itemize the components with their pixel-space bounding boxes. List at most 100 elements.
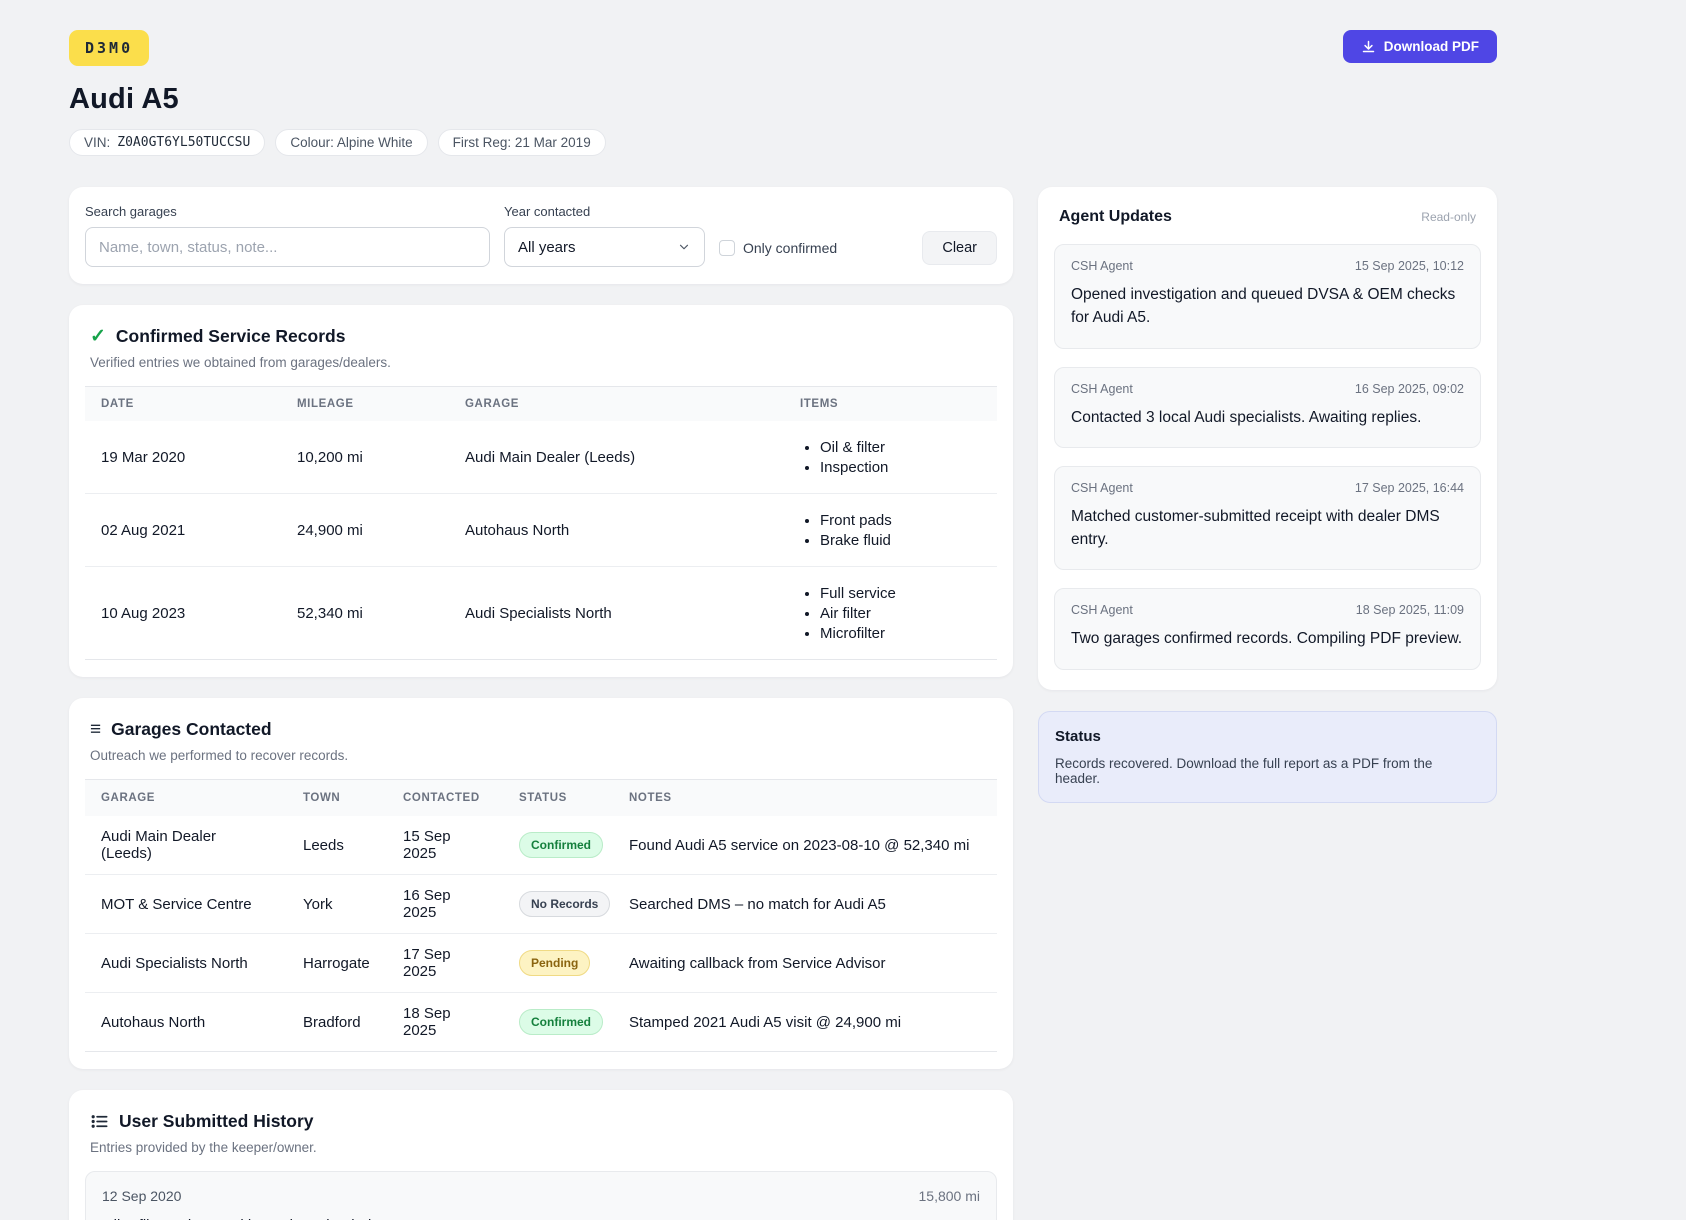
colour-chip: Colour: Alpine White <box>275 129 428 156</box>
update-timestamp: 15 Sep 2025, 10:12 <box>1354 259 1464 273</box>
year-select-value: All years <box>518 238 576 256</box>
agent-name: CSH Agent <box>1071 603 1133 618</box>
col-garage: Garage <box>101 792 156 804</box>
service-record-row: 19 Mar 2020 10,200 mi Audi Main Dealer (… <box>85 421 997 493</box>
sidebar: Agent Updates Read-only CSH Agent 15 Sep… <box>1038 187 1497 803</box>
record-date: 02 Aug 2021 <box>101 521 186 539</box>
only-confirmed-label: Only confirmed <box>743 240 838 256</box>
agent-name: CSH Agent <box>1071 381 1133 396</box>
chevron-down-icon <box>677 240 691 254</box>
garages-contacted-card: ≡ Garages Contacted Outreach we performe… <box>69 698 1013 1069</box>
confirmed-records-card: ✓ Confirmed Service Records Verified ent… <box>69 305 1013 677</box>
garage-row: MOT & Service Centre York 16 Sep 2025 No… <box>85 874 997 933</box>
record-garage: Audi Main Dealer (Leeds) <box>465 448 636 466</box>
update-timestamp: 17 Sep 2025, 16:44 <box>1354 480 1464 495</box>
garage-town: Leeds <box>303 836 344 854</box>
garages-header-row: Garage Town Contacted Status Notes <box>85 780 997 816</box>
status-badge: Pending <box>519 950 591 976</box>
update-text: Two garages confirmed records. Compiling… <box>1071 630 1463 648</box>
vehicle-chips: VIN: Z0A0GT6YL50TUCCSU Colour: Alpine Wh… <box>69 129 1497 156</box>
garage-notes: Stamped 2021 Audi A5 visit @ 24,900 mi <box>629 1013 902 1031</box>
demo-badge: D3M0 <box>69 30 150 66</box>
record-mileage: 10,200 mi <box>297 448 363 466</box>
update-text: Matched customer-submitted receipt with … <box>1071 507 1440 548</box>
records-header-row: Date Mileage Garage Items <box>85 387 997 421</box>
search-input[interactable] <box>85 227 490 267</box>
garage-contacted-date: 18 Sep 2025 <box>403 1005 451 1039</box>
entry-mileage: 15,800 mi <box>918 1188 980 1204</box>
garages-contacted-title: Garages Contacted <box>111 719 272 739</box>
service-record-row: 02 Aug 2021 24,900 mi Autohaus North Fro… <box>85 493 997 566</box>
garage-name: MOT & Service Centre <box>101 895 252 913</box>
year-select[interactable]: All years <box>504 227 705 267</box>
item-bullet: Oil & filter <box>820 437 981 457</box>
record-date: 10 Aug 2023 <box>101 604 186 622</box>
status-text: Records recovered. Download the full rep… <box>1055 755 1433 786</box>
garage-notes: Awaiting callback from Service Advisor <box>629 954 886 972</box>
item-bullet: Air filter <box>820 603 981 623</box>
item-bullet: Inspection <box>820 457 981 477</box>
status-badge: No Records <box>519 891 611 917</box>
user-history-title: User Submitted History <box>119 1111 314 1131</box>
confirmed-records-title: Confirmed Service Records <box>115 326 346 346</box>
col-garage: Garage <box>465 398 520 410</box>
search-garages-label: Search garages <box>85 204 177 219</box>
garage-town: Harrogate <box>303 954 370 972</box>
confirmed-records-table: Date Mileage Garage Items 19 Mar 2020 10… <box>85 386 997 660</box>
entry-note: Oil & filter at home with receipt upload… <box>102 1217 980 1220</box>
download-pdf-button[interactable]: Download PDF <box>1342 30 1497 63</box>
record-items: Full serviceAir filterMicrofilter <box>800 583 981 643</box>
main-column: Search garages Year contacted All years <box>69 187 1013 1220</box>
status-title: Status <box>1055 727 1101 745</box>
garage-notes: Found Audi A5 service on 2023-08-10 @ 52… <box>629 836 970 854</box>
garage-name: Audi Main Dealer (Leeds) <box>101 828 217 862</box>
download-pdf-label: Download PDF <box>1383 39 1479 54</box>
agent-updates-title: Agent Updates <box>1059 208 1172 225</box>
col-town: Town <box>303 792 341 804</box>
update-timestamp: 18 Sep 2025, 11:09 <box>1355 603 1464 618</box>
year-field-group: Year contacted All years <box>504 204 705 267</box>
record-items: Oil & filterInspection <box>800 437 981 477</box>
col-items: Items <box>800 398 839 410</box>
download-icon <box>1361 39 1376 54</box>
agent-update-item: CSH Agent 17 Sep 2025, 16:44 Matched cus… <box>1054 465 1481 571</box>
record-date: 19 Mar 2020 <box>101 448 186 466</box>
agent-update-item: CSH Agent 18 Sep 2025, 11:09 Two garages… <box>1054 588 1481 670</box>
garages-contacted-table: Garage Town Contacted Status Notes Audi … <box>85 779 997 1052</box>
only-confirmed-group: Only confirmed <box>719 240 837 267</box>
garage-contacted-date: 15 Sep 2025 <box>403 828 451 862</box>
garage-row: Audi Specialists North Harrogate 17 Sep … <box>85 933 997 992</box>
agent-name: CSH Agent <box>1071 480 1133 495</box>
agent-name: CSH Agent <box>1071 259 1133 273</box>
record-garage: Autohaus North <box>465 521 570 539</box>
menu-icon: ≡ <box>90 719 102 740</box>
col-status: Status <box>519 792 567 804</box>
user-history-subtitle: Entries provided by the keeper/owner. <box>90 1140 317 1155</box>
garage-contacted-date: 17 Sep 2025 <box>403 946 451 980</box>
update-text: Opened investigation and queued DVSA & O… <box>1071 286 1456 327</box>
update-timestamp: 16 Sep 2025, 09:02 <box>1354 381 1464 396</box>
user-history-entry: 12 Sep 2020 15,800 mi Oil & filter at ho… <box>85 1171 997 1220</box>
clear-filters-button[interactable]: Clear <box>922 231 997 265</box>
item-bullet: Brake fluid <box>820 530 981 550</box>
entry-date: 12 Sep 2020 <box>102 1188 182 1204</box>
vin-chip: VIN: Z0A0GT6YL50TUCCSU <box>69 129 266 156</box>
agent-update-item: CSH Agent 16 Sep 2025, 09:02 Contacted 3… <box>1054 366 1481 448</box>
first-reg-chip: First Reg: 21 Mar 2019 <box>437 129 606 156</box>
status-badge: Confirmed <box>519 832 603 858</box>
garage-name: Autohaus North <box>101 1013 206 1031</box>
filters-card: Search garages Year contacted All years <box>69 187 1013 284</box>
update-text: Contacted 3 local Audi specialists. Awai… <box>1071 408 1422 426</box>
record-garage: Audi Specialists North <box>465 604 612 622</box>
year-contacted-label: Year contacted <box>504 204 591 219</box>
user-history-card: User Submitted History Entries provided … <box>69 1090 1013 1220</box>
only-confirmed-checkbox[interactable] <box>719 240 735 256</box>
vin-label: VIN: <box>84 135 111 150</box>
item-bullet: Front pads <box>820 510 981 530</box>
agent-update-item: CSH Agent 15 Sep 2025, 10:12 Opened inve… <box>1054 244 1481 349</box>
item-bullet: Full service <box>820 583 981 603</box>
item-bullet: Microfilter <box>820 623 981 643</box>
confirmed-records-subtitle: Verified entries we obtained from garage… <box>90 355 391 370</box>
agent-updates-card: Agent Updates Read-only CSH Agent 15 Sep… <box>1038 187 1497 690</box>
garage-notes: Searched DMS – no match for Audi A5 <box>629 895 886 913</box>
